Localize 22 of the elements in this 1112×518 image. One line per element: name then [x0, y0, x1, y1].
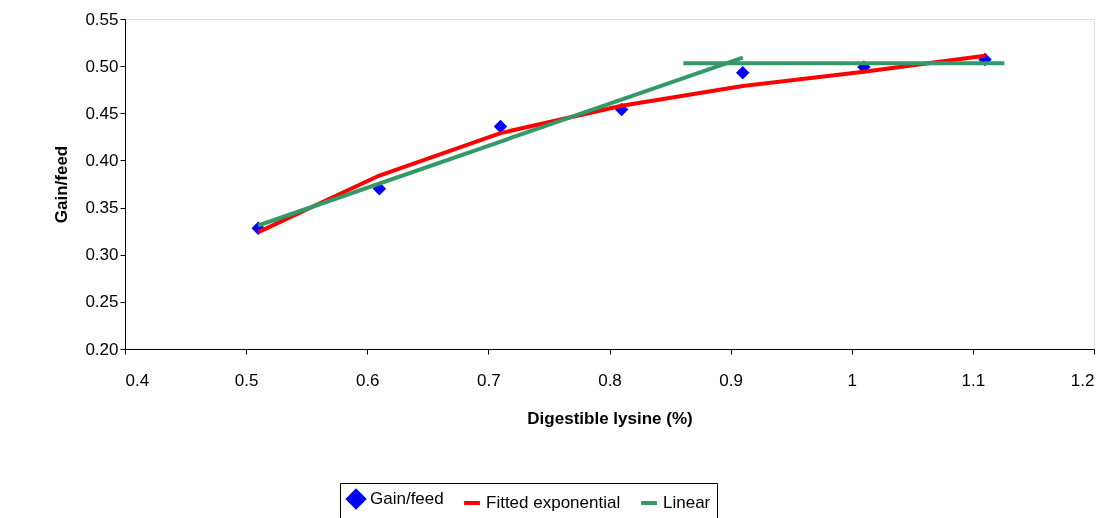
- y-tick-label: 0.25: [85, 292, 119, 312]
- y-tick-label: 0.30: [85, 245, 119, 265]
- x-tick-label: 0.5: [234, 370, 259, 390]
- x-tick-label: 0.4: [125, 370, 150, 390]
- legend-label: Gain/feed: [370, 489, 444, 509]
- x-tick-label: 0.8: [598, 370, 622, 390]
- y-tick-label: 0.50: [85, 56, 119, 76]
- y-tick-label: 0.55: [85, 9, 119, 29]
- legend-label: Linear: [663, 493, 711, 512]
- x-tick-label: 0.7: [477, 370, 501, 390]
- x-tick-label: 0.6: [355, 370, 380, 390]
- x-tick-label: 1: [847, 370, 857, 390]
- y-tick-label: 0.45: [85, 103, 119, 123]
- x-tick-label: 1.2: [1070, 370, 1095, 390]
- x-tick-label: 0.9: [719, 370, 743, 390]
- x-tick-label: 1.1: [961, 370, 986, 390]
- y-tick-label: 0.40: [85, 150, 119, 170]
- y-tick-label: 0.20: [85, 339, 119, 359]
- y-tick-label: 0.35: [85, 198, 119, 218]
- legend-label: Fitted exponential: [486, 493, 621, 512]
- x-axis-title: Digestible lysine (%): [527, 408, 693, 428]
- y-axis-title: Gain/feed: [52, 145, 72, 224]
